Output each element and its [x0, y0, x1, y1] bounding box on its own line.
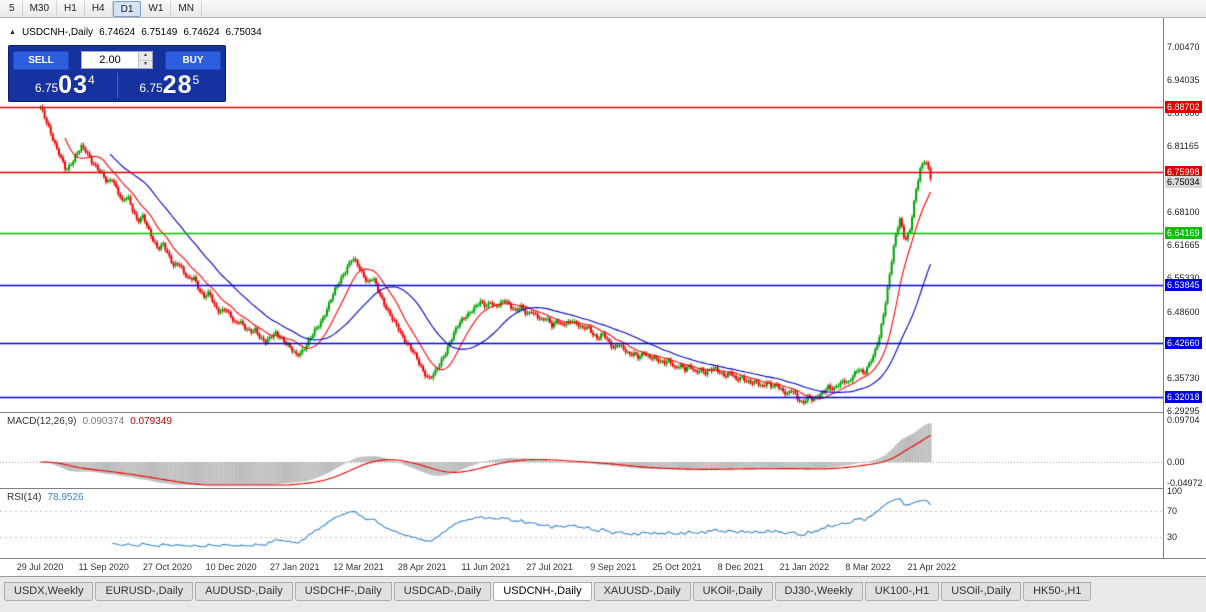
rsi-pane-separator — [0, 488, 1206, 489]
macd-indicator-canvas[interactable] — [0, 412, 1163, 488]
price-level-badge: 6.88702 — [1165, 101, 1202, 113]
x-axis-label: 12 Mar 2021 — [333, 562, 384, 572]
tab-usdcad-daily[interactable]: USDCAD-,Daily — [393, 582, 492, 601]
chart-window: ▲ USDCNH-,Daily 6.74624 6.75149 6.74624 … — [0, 18, 1206, 576]
quote-open: 6.74624 — [99, 27, 136, 38]
volume-spinner: ▲ ▼ — [138, 52, 152, 68]
volume-decrease-button[interactable]: ▼ — [139, 60, 152, 68]
price-axis-label: 6.55330 — [1167, 272, 1200, 283]
price-level-badge: 6.53845 — [1165, 279, 1202, 292]
macd-value: 0.090374 — [82, 416, 125, 427]
timeframe-button-h4[interactable]: H4 — [85, 0, 113, 17]
timeframe-button-h1[interactable]: H1 — [57, 0, 85, 17]
tab-audusd-daily[interactable]: AUDUSD-,Daily — [195, 582, 293, 601]
x-axis-label: 27 Jan 2021 — [270, 562, 320, 572]
price-axis-label: 6.61665 — [1167, 240, 1200, 251]
rsi-indicator-canvas[interactable] — [0, 488, 1163, 558]
price-axis: 7.004706.940356.876006.811656.681006.616… — [1163, 18, 1206, 558]
direction-up-icon: ▲ — [9, 29, 16, 36]
quote-header: ▲ USDCNH-,Daily 6.74624 6.75149 6.74624 … — [9, 27, 262, 38]
price-axis-label: 6.35730 — [1167, 373, 1200, 384]
tab-eurusd-daily[interactable]: EURUSD-,Daily — [95, 582, 194, 601]
price-axis-label: 6.94035 — [1167, 74, 1200, 85]
tab-usdx-weekly[interactable]: USDX,Weekly — [4, 582, 94, 601]
x-axis-label: 11 Jun 2021 — [461, 562, 511, 572]
sell-price-main: 03 — [58, 71, 88, 99]
price-axis-label: 6.48600 — [1167, 307, 1200, 318]
quote-close: 6.75034 — [225, 27, 262, 38]
buy-price-main: 28 — [162, 71, 193, 99]
rsi-value: 78.9526 — [47, 492, 84, 503]
rsi-axis-label: 70 — [1167, 505, 1178, 516]
chart-tabs-bar: USDX,Weekly EURUSD-,Daily AUDUSD-,Daily USD… — [0, 576, 1206, 612]
timeframe-button-m30[interactable]: M30 — [23, 0, 58, 17]
timeframe-button-d1[interactable]: D1 — [112, 0, 142, 17]
x-axis-label: 28 Apr 2021 — [397, 562, 447, 572]
price-axis-label: 6.29295 — [1167, 406, 1200, 416]
x-axis-label: 10 Dec 2020 — [205, 562, 257, 572]
price-level-badge: 6.75998 — [1165, 166, 1202, 178]
buy-price-prefix: 6.75 — [139, 81, 163, 95]
x-axis-label: 8 Mar 2022 — [845, 562, 891, 572]
macd-label: MACD(12,26,9) 0.090374 0.079349 — [7, 416, 172, 427]
quote-low: 6.74624 — [183, 27, 220, 38]
rsi-label: RSI(14) 78.9526 — [7, 492, 84, 503]
x-axis-label: 27 Oct 2020 — [142, 562, 192, 572]
tab-dj30-weekly[interactable]: DJ30-,Weekly — [774, 582, 863, 601]
macd-name: MACD(12,26,9) — [7, 416, 77, 427]
timeframe-toolbar: 5 M30 H1 H4 D1 W1 MN — [0, 0, 1206, 18]
sell-price: 6.75 03 4 — [13, 73, 117, 98]
price-axis-label: 7.00470 — [1167, 41, 1200, 52]
x-axis-label: 25 Oct 2021 — [652, 562, 702, 572]
sell-price-pip: 4 — [87, 73, 95, 87]
macd-axis-label: 0.09704 — [1167, 415, 1200, 426]
tab-xauusd-daily[interactable]: XAUUSD-,Daily — [593, 582, 691, 601]
rsi-name: RSI(14) — [7, 492, 42, 503]
tab-uk100-h1[interactable]: UK100-,H1 — [864, 582, 940, 601]
macd-axis-label: 0.00 — [1167, 457, 1185, 467]
sell-price-prefix: 6.75 — [34, 81, 59, 95]
x-axis-label: 21 Apr 2022 — [907, 562, 957, 572]
x-axis-label: 21 Jan 2022 — [779, 562, 830, 572]
x-axis-label: 11 Sep 2020 — [78, 562, 129, 572]
buy-button[interactable]: BUY — [165, 50, 221, 70]
macd-signal-value: 0.079349 — [130, 416, 172, 427]
x-axis-label: 8 Dec 2021 — [717, 562, 764, 572]
rsi-axis-label: 30 — [1167, 532, 1178, 543]
macd-axis-label: -0.04972 — [1167, 478, 1203, 489]
x-axis-label: 27 Jul 2021 — [526, 562, 573, 572]
volume-input-group: ▲ ▼ — [81, 51, 153, 69]
symbol-period-label: USDCNH-,Daily — [21, 27, 94, 38]
x-axis-label: 29 Jul 2020 — [16, 562, 64, 572]
volume-increase-button[interactable]: ▲ — [139, 52, 152, 61]
tab-usdcnh-daily[interactable]: USDCNH-,Daily — [493, 582, 592, 601]
tab-hk50-h1[interactable]: HK50-,H1 — [1023, 582, 1092, 601]
date-axis: 29 Jul 2020 11 Sep 2020 27 Oct 2020 10 Dec … — [0, 559, 1163, 576]
buy-price: 6.75 28 5 — [116, 71, 222, 99]
volume-input[interactable] — [82, 52, 138, 68]
price-level-badge: 6.64169 — [1165, 226, 1202, 239]
buy-price-pip: 5 — [192, 73, 200, 87]
price-axis-label: 6.81165 — [1167, 140, 1199, 151]
timeframe-button-mn[interactable]: MN — [171, 0, 202, 17]
quote-high: 6.75149 — [141, 27, 178, 38]
macd-pane-separator — [0, 412, 1206, 413]
sell-button[interactable]: SELL — [13, 50, 69, 70]
date-axis-separator — [0, 558, 1206, 559]
tab-usoil-daily[interactable]: USOil-,Daily — [941, 582, 1022, 601]
tab-ukoil-daily[interactable]: UKOil-,Daily — [692, 582, 773, 601]
tab-usdchf-daily[interactable]: USDCHF-,Daily — [294, 582, 392, 601]
current-price-badge: 6.75034 — [1165, 175, 1202, 188]
timeframe-button-5[interactable]: 5 — [2, 0, 23, 17]
price-axis-label: 6.68100 — [1167, 207, 1200, 218]
price-level-badge: 6.32018 — [1165, 391, 1202, 404]
timeframe-button-w1[interactable]: W1 — [141, 0, 172, 17]
x-axis-label: 9 Sep 2021 — [590, 562, 637, 572]
price-level-badge: 6.42660 — [1165, 336, 1202, 349]
rsi-axis-label: 100 — [1167, 486, 1183, 496]
